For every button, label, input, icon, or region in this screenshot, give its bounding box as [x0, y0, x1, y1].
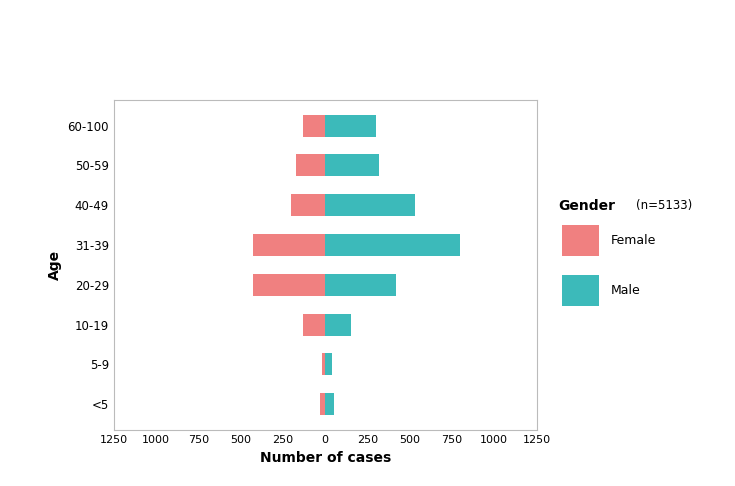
- Bar: [304, 115, 325, 137]
- Text: Gender: Gender: [559, 199, 616, 213]
- FancyBboxPatch shape: [562, 276, 599, 306]
- Bar: [325, 194, 415, 216]
- Bar: [325, 115, 376, 137]
- Y-axis label: Age: Age: [48, 250, 62, 280]
- Bar: [304, 313, 325, 335]
- Bar: [253, 274, 325, 295]
- Bar: [325, 155, 379, 176]
- Bar: [325, 353, 332, 375]
- Text: (n=5133): (n=5133): [636, 199, 692, 212]
- Text: 25 February – 2 June 2020 (n=5 133): 25 February – 2 June 2020 (n=5 133): [10, 55, 237, 65]
- Bar: [320, 393, 325, 415]
- Bar: [325, 234, 460, 256]
- FancyBboxPatch shape: [562, 226, 599, 256]
- Text: Figure 4. Age and sex distribution of confirmed COVID-19 cases in the WHO Africa: Figure 4. Age and sex distribution of co…: [10, 18, 583, 29]
- Bar: [253, 234, 325, 256]
- Bar: [325, 393, 334, 415]
- Text: Male: Male: [611, 284, 641, 297]
- Text: Female: Female: [611, 234, 656, 247]
- Bar: [322, 353, 325, 375]
- Bar: [291, 194, 325, 216]
- Bar: [325, 313, 351, 335]
- Bar: [325, 274, 396, 295]
- X-axis label: Number of cases: Number of cases: [259, 451, 391, 465]
- Bar: [295, 155, 325, 176]
